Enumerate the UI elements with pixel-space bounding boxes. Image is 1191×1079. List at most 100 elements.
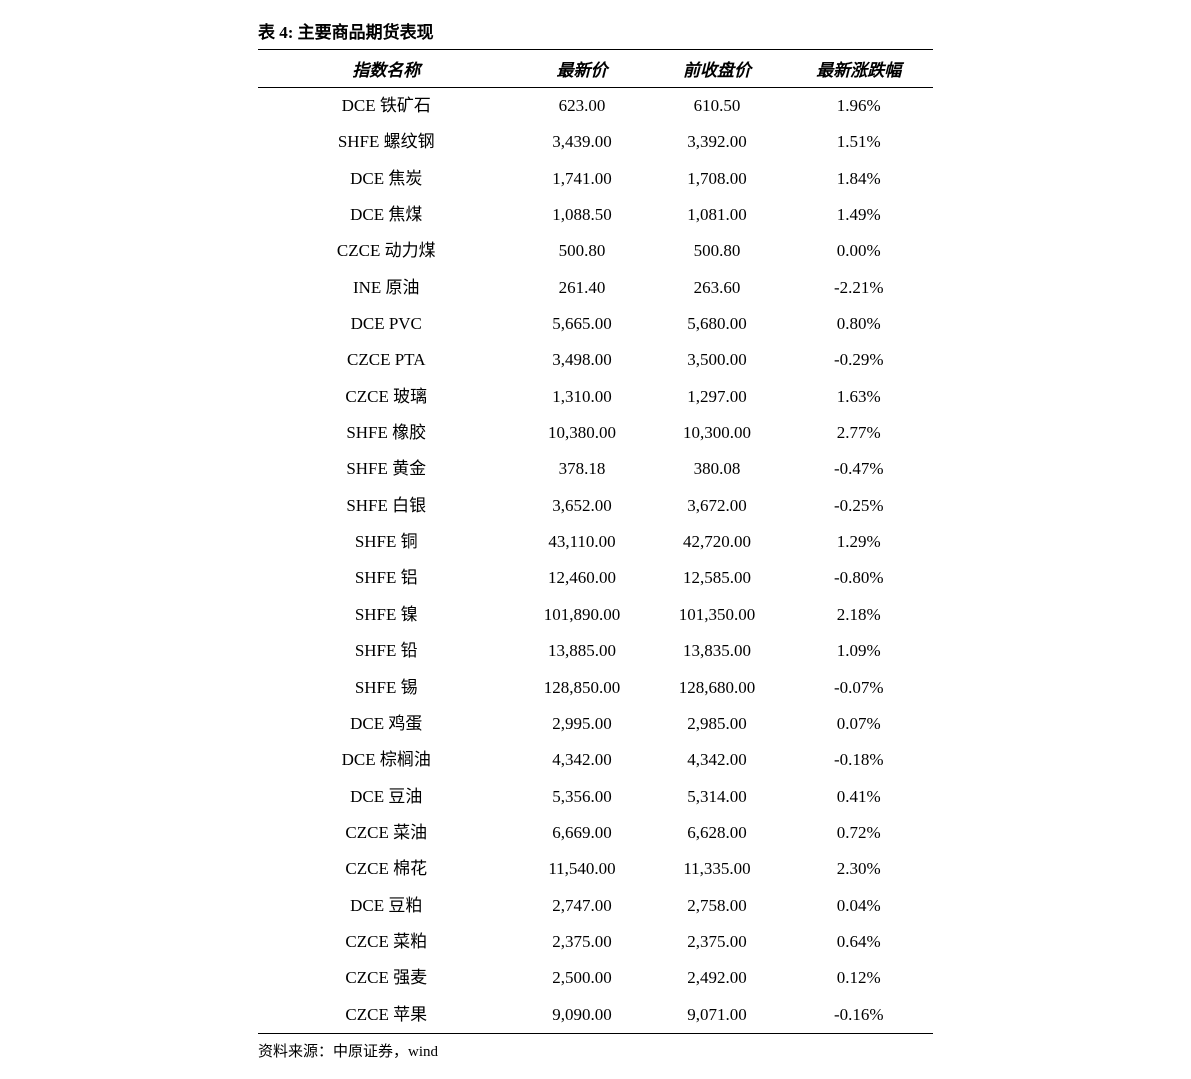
cell-name: SHFE 白银 (258, 488, 515, 524)
table-row: DCE 豆油5,356.005,314.000.41% (258, 779, 933, 815)
table-row: CZCE 菜粕2,375.002,375.000.64% (258, 924, 933, 960)
cell-price: 1,741.00 (515, 161, 650, 197)
cell-prev: 5,680.00 (650, 306, 785, 342)
cell-name: SHFE 锡 (258, 670, 515, 706)
cell-name: CZCE 菜粕 (258, 924, 515, 960)
cell-change: 1.51% (785, 124, 934, 160)
cell-change: -0.80% (785, 560, 934, 596)
table-row: SHFE 黄金378.18380.08-0.47% (258, 451, 933, 487)
table-row: DCE 豆粕2,747.002,758.000.04% (258, 888, 933, 924)
cell-name: SHFE 铜 (258, 524, 515, 560)
cell-name: CZCE 棉花 (258, 851, 515, 887)
table-row: SHFE 白银3,652.003,672.00-0.25% (258, 488, 933, 524)
cell-name: DCE 棕榈油 (258, 742, 515, 778)
table-header-row: 指数名称 最新价 前收盘价 最新涨跌幅 (258, 50, 933, 88)
table-body: DCE 铁矿石623.00610.501.96%SHFE 螺纹钢3,439.00… (258, 88, 933, 1034)
cell-price: 128,850.00 (515, 670, 650, 706)
cell-name: CZCE 强麦 (258, 960, 515, 996)
cell-change: 0.12% (785, 960, 934, 996)
cell-prev: 500.80 (650, 233, 785, 269)
cell-change: 2.77% (785, 415, 934, 451)
cell-price: 13,885.00 (515, 633, 650, 669)
source-note: 资料来源：中原证券，wind (258, 1040, 933, 1061)
cell-prev: 9,071.00 (650, 997, 785, 1034)
cell-price: 261.40 (515, 270, 650, 306)
cell-prev: 380.08 (650, 451, 785, 487)
cell-prev: 101,350.00 (650, 597, 785, 633)
cell-name: CZCE 动力煤 (258, 233, 515, 269)
cell-change: -0.16% (785, 997, 934, 1034)
cell-name: DCE 豆油 (258, 779, 515, 815)
cell-price: 101,890.00 (515, 597, 650, 633)
table-container: 表 4: 主要商品期货表现 指数名称 最新价 前收盘价 最新涨跌幅 DCE 铁矿… (0, 18, 1191, 1061)
cell-prev: 2,492.00 (650, 960, 785, 996)
cell-prev: 3,500.00 (650, 342, 785, 378)
table-row: CZCE 苹果9,090.009,071.00-0.16% (258, 997, 933, 1034)
cell-price: 12,460.00 (515, 560, 650, 596)
table-row: SHFE 镍101,890.00101,350.002.18% (258, 597, 933, 633)
cell-name: SHFE 铅 (258, 633, 515, 669)
cell-prev: 128,680.00 (650, 670, 785, 706)
cell-change: 0.00% (785, 233, 934, 269)
cell-prev: 2,985.00 (650, 706, 785, 742)
cell-prev: 10,300.00 (650, 415, 785, 451)
cell-change: 1.49% (785, 197, 934, 233)
cell-price: 623.00 (515, 88, 650, 125)
cell-change: -0.29% (785, 342, 934, 378)
cell-name: SHFE 橡胶 (258, 415, 515, 451)
table-row: DCE 焦炭1,741.001,708.001.84% (258, 161, 933, 197)
cell-change: -0.25% (785, 488, 934, 524)
cell-change: 0.41% (785, 779, 934, 815)
cell-price: 2,747.00 (515, 888, 650, 924)
table-row: SHFE 锡128,850.00128,680.00-0.07% (258, 670, 933, 706)
table-caption: 表 4: 主要商品期货表现 (258, 18, 933, 43)
cell-name: DCE 焦炭 (258, 161, 515, 197)
cell-prev: 13,835.00 (650, 633, 785, 669)
cell-price: 10,380.00 (515, 415, 650, 451)
cell-change: 1.84% (785, 161, 934, 197)
cell-change: 1.63% (785, 379, 934, 415)
cell-name: DCE 鸡蛋 (258, 706, 515, 742)
cell-change: 1.09% (785, 633, 934, 669)
col-header-name: 指数名称 (258, 50, 515, 88)
cell-prev: 12,585.00 (650, 560, 785, 596)
col-header-price: 最新价 (515, 50, 650, 88)
cell-name: DCE 豆粕 (258, 888, 515, 924)
table-row: DCE 铁矿石623.00610.501.96% (258, 88, 933, 125)
cell-prev: 11,335.00 (650, 851, 785, 887)
cell-prev: 3,672.00 (650, 488, 785, 524)
col-header-prev: 前收盘价 (650, 50, 785, 88)
cell-change: 2.18% (785, 597, 934, 633)
cell-change: 2.30% (785, 851, 934, 887)
cell-price: 11,540.00 (515, 851, 650, 887)
cell-prev: 1,708.00 (650, 161, 785, 197)
table-row: SHFE 铝12,460.0012,585.00-0.80% (258, 560, 933, 596)
table-row: SHFE 橡胶10,380.0010,300.002.77% (258, 415, 933, 451)
cell-change: -0.07% (785, 670, 934, 706)
cell-name: DCE 焦煤 (258, 197, 515, 233)
col-header-change: 最新涨跌幅 (785, 50, 934, 88)
table-row: CZCE 动力煤500.80500.800.00% (258, 233, 933, 269)
cell-price: 4,342.00 (515, 742, 650, 778)
cell-name: SHFE 镍 (258, 597, 515, 633)
cell-name: CZCE 苹果 (258, 997, 515, 1034)
cell-prev: 2,758.00 (650, 888, 785, 924)
cell-price: 5,356.00 (515, 779, 650, 815)
cell-name: DCE 铁矿石 (258, 88, 515, 125)
cell-change: -2.21% (785, 270, 934, 306)
cell-prev: 6,628.00 (650, 815, 785, 851)
cell-name: SHFE 铝 (258, 560, 515, 596)
cell-price: 9,090.00 (515, 997, 650, 1034)
caption-title: 主要商品期货表现 (298, 23, 434, 42)
cell-price: 2,375.00 (515, 924, 650, 960)
cell-change: 0.04% (785, 888, 934, 924)
cell-price: 3,439.00 (515, 124, 650, 160)
cell-price: 6,669.00 (515, 815, 650, 851)
cell-prev: 42,720.00 (650, 524, 785, 560)
cell-price: 5,665.00 (515, 306, 650, 342)
table-row: SHFE 铅13,885.0013,835.001.09% (258, 633, 933, 669)
cell-name: INE 原油 (258, 270, 515, 306)
table-row: CZCE PTA3,498.003,500.00-0.29% (258, 342, 933, 378)
table-row: CZCE 棉花11,540.0011,335.002.30% (258, 851, 933, 887)
cell-name: CZCE 菜油 (258, 815, 515, 851)
